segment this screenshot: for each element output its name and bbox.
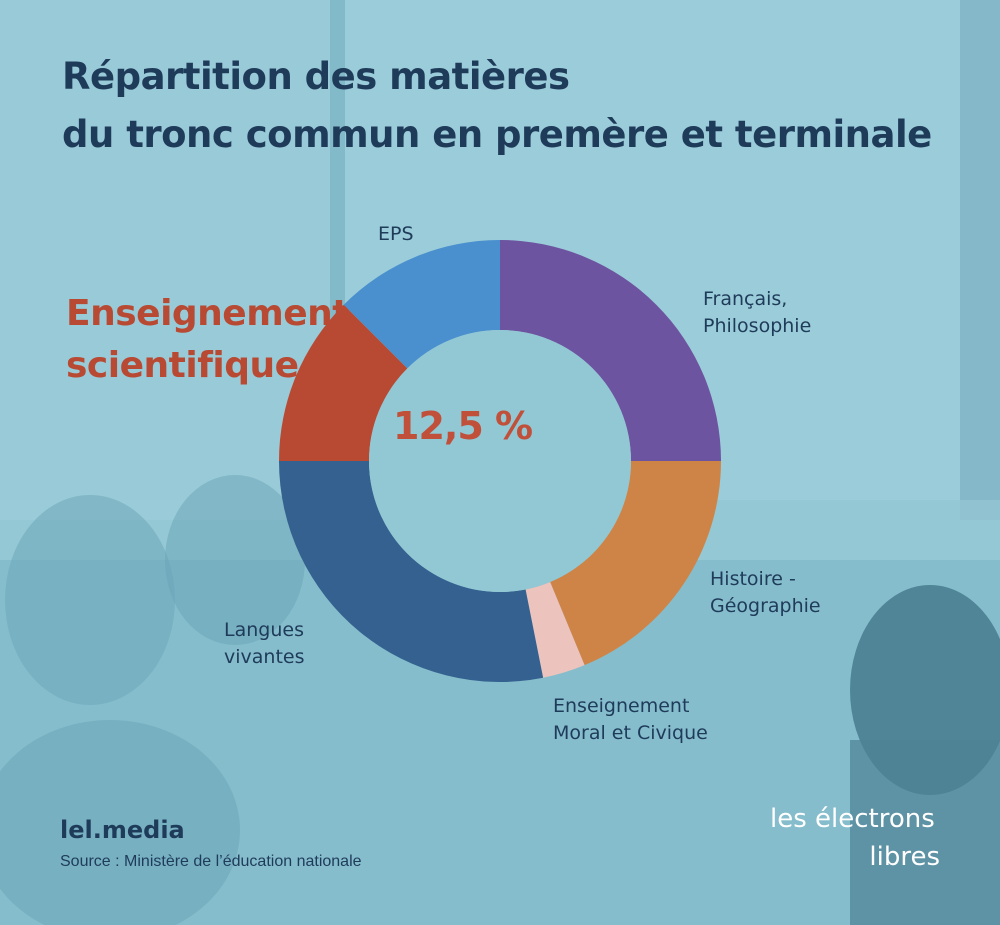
label-emc-line-2: Moral et Civique [553,722,708,744]
highlight-label-line-1: Enseignement [66,293,349,334]
highlight-value: 12,5 % [393,404,533,448]
label-langues: Langues vivantes [224,617,305,671]
label-emc: Enseignement Moral et Civique [553,693,708,747]
label-eps-text: EPS [378,223,414,245]
logo-line-2: libres [869,842,940,872]
label-langues-line-1: Langues [224,619,304,641]
label-francais-line-2: Philosophie [703,315,812,337]
highlight-label-line-2: scientifique [66,345,299,386]
label-francais-line-1: Français, [703,288,788,310]
label-histoire-line-2: Géographie [710,595,821,617]
chart-title: Répartition des matières du tronc commun… [62,48,932,164]
donut-slice-2 [525,582,585,678]
label-histoire: Histoire - Géographie [710,566,821,620]
donut-slice-5 [343,240,500,369]
label-francais: Français, Philosophie [703,286,811,340]
label-langues-line-2: vivantes [224,646,305,668]
title-line-1: Répartition des matières [62,55,570,98]
les-electrons-libres-logo: les électrons libres [770,800,950,876]
source-note: Source : Ministère de l’éducation nation… [60,853,362,870]
label-histoire-line-1: Histoire - [710,568,796,590]
donut-slice-1 [550,461,721,666]
donut-hole [369,330,631,592]
donut-slice-4 [279,304,408,461]
label-emc-line-1: Enseignement [553,695,690,717]
highlight-label: Enseignement scientifique [66,288,349,392]
logo-line-1: les électrons [770,804,935,834]
label-eps: EPS [378,221,414,248]
title-line-2: du tronc commun en premère et terminale [62,113,932,156]
donut-slice-3 [279,461,544,682]
brand-name: lel.media [60,816,185,844]
donut-slice-0 [500,240,721,461]
